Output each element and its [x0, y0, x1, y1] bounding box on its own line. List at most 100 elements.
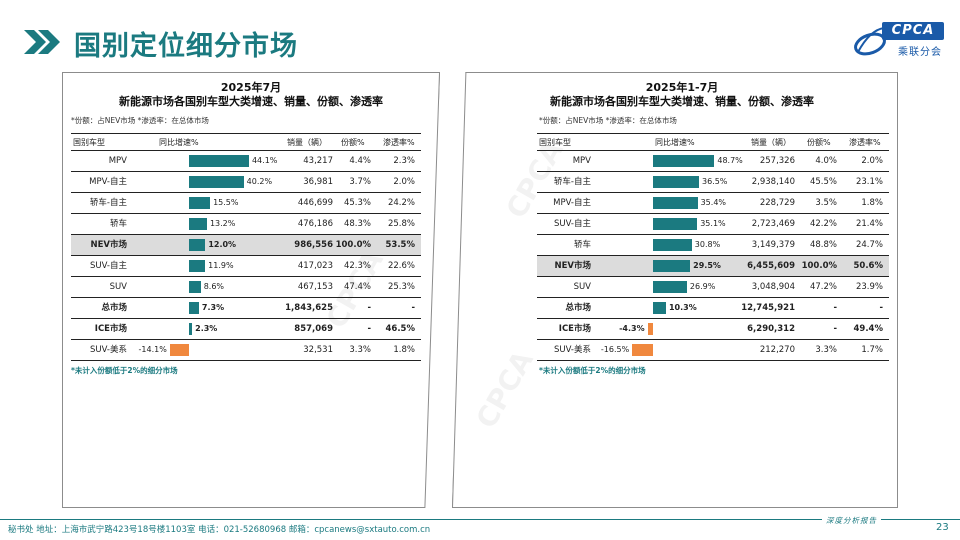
right-table-title: 新能源市场各国别车型大类增速、销量、份额、渗透率 [550, 95, 814, 108]
share-value: 3.3% [815, 345, 837, 355]
page-title: 国别定位细分市场 [74, 31, 298, 62]
table-row: 总市场 10.3% 12,745,921 - - [537, 298, 889, 319]
volume-value: 12,745,921 [741, 303, 795, 313]
growth-bar [189, 302, 199, 314]
header-segment: 国别车型 [539, 138, 571, 147]
right-table-panel: 2025年1-7月 新能源市场各国别车型大类增速、销量、份额、渗透率 *份额：占… [452, 72, 898, 508]
penetration-value: 25.8% [387, 219, 415, 229]
penetration-value: 2.3% [393, 156, 415, 166]
growth-label: 36.5% [701, 177, 728, 186]
penetration-value: 1.8% [393, 345, 415, 355]
growth-label: 2.3% [195, 324, 218, 333]
segment-name: MPV-自主 [553, 198, 591, 208]
volume-value: 257,326 [759, 156, 795, 166]
segment-name: NEV市场 [90, 240, 128, 250]
penetration-value: 50.6% [853, 261, 884, 271]
growth-bar [653, 197, 698, 209]
header-share: 份额% [341, 138, 365, 147]
segment-name: SUV-自主 [89, 261, 127, 271]
table-row: 总市场 7.3% 1,843,625 - - [71, 298, 421, 319]
share-value: 3.7% [349, 177, 371, 187]
growth-label: 26.9% [689, 282, 716, 291]
volume-value: 986,556 [294, 240, 333, 250]
volume-value: 857,069 [294, 324, 333, 334]
growth-bar [189, 176, 244, 188]
share-value: - [367, 303, 371, 313]
volume-value: 3,149,379 [751, 240, 795, 250]
share-value: - [833, 324, 837, 334]
growth-bar [189, 323, 193, 335]
segment-name: MPV [108, 156, 127, 166]
growth-bar [653, 260, 691, 272]
right-table-header: 国别车型 同比增速% 销量（辆） 份额% 渗透率% [537, 133, 889, 151]
volume-value: 3,048,904 [751, 282, 795, 292]
table-row: MPV 44.1% 43,217 4.4% 2.3% [71, 151, 421, 172]
growth-label: 7.3% [201, 303, 225, 312]
left-table-panel: 2025年7月 新能源市场各国别车型大类增速、销量、份额、渗透率 *份额：占NE… [62, 72, 440, 508]
table-row: ICE市场 -4.3% 6,290,312 - 49.4% [537, 319, 889, 340]
segment-name: 轿车 [109, 219, 127, 229]
growth-label: 30.8% [694, 240, 721, 249]
volume-value: 43,217 [303, 156, 333, 166]
right-table-footnote: *未计入份额低于2%的细分市场 [539, 366, 646, 375]
segment-name: 轿车-自主 [553, 177, 591, 187]
volume-value: 212,270 [759, 345, 795, 355]
volume-value: 1,843,625 [285, 303, 333, 313]
left-table-header: 国别车型 同比增速% 销量（辆） 份额% 渗透率% [71, 133, 421, 151]
volume-value: 6,290,312 [747, 324, 795, 334]
header-growth: 同比增速% [655, 138, 695, 147]
segment-name: SUV-自主 [553, 219, 591, 229]
growth-label: 48.7% [717, 156, 743, 165]
growth-label: 13.2% [209, 219, 236, 228]
segment-name: 轿车 [573, 240, 591, 250]
growth-bar [647, 323, 653, 335]
table-row: SUV-自主 11.9% 417,023 42.3% 22.6% [71, 256, 421, 277]
logo-brand: CPCA [882, 22, 944, 40]
growth-label: 12.0% [208, 240, 237, 249]
header-share: 份额% [807, 138, 831, 147]
table-row: 轿车-自主 15.5% 446,699 45.3% 24.2% [71, 193, 421, 214]
page-number: 23 [936, 522, 949, 533]
header-growth: 同比增速% [159, 138, 199, 147]
growth-bar [653, 302, 666, 314]
growth-bar [632, 344, 653, 356]
growth-label: 8.6% [203, 282, 225, 291]
penetration-value: 1.8% [861, 198, 883, 208]
penetration-value: 23.9% [855, 282, 883, 292]
growth-bar [189, 155, 249, 167]
share-value: 48.3% [343, 219, 371, 229]
volume-value: 446,699 [297, 198, 333, 208]
segment-name: ICE市场 [94, 324, 127, 334]
share-value: 4.4% [349, 156, 371, 166]
growth-label: 35.1% [700, 219, 726, 228]
penetration-value: 49.4% [853, 324, 884, 334]
header-penetration: 渗透率% [383, 138, 415, 147]
left-table-title: 新能源市场各国别车型大类增速、销量、份额、渗透率 [119, 95, 383, 108]
share-value: 4.0% [815, 156, 837, 166]
share-value: - [367, 324, 371, 334]
header-penetration: 渗透率% [849, 138, 881, 147]
volume-value: 2,723,469 [751, 219, 795, 229]
share-value: 100.0% [335, 240, 371, 250]
growth-bar [189, 197, 211, 209]
growth-bar [653, 155, 715, 167]
table-row: SUV-美系 -16.5% 212,270 3.3% 1.7% [537, 340, 889, 361]
table-row: 轿车 13.2% 476,186 48.3% 25.8% [71, 214, 421, 235]
growth-label: 10.3% [668, 303, 697, 312]
chevron-right-icon [24, 30, 60, 54]
left-table-footnote: *未计入份额低于2%的细分市场 [71, 366, 178, 375]
growth-bar [189, 218, 207, 230]
growth-label: 11.9% [208, 261, 234, 270]
table-row: SUV-美系 -14.1% 32,531 3.3% 1.8% [71, 340, 421, 361]
growth-bar [653, 218, 698, 230]
table-row: 轿车 30.8% 3,149,379 48.8% 24.7% [537, 235, 889, 256]
segment-name: MPV [572, 156, 591, 166]
segment-name: SUV-美系 [553, 345, 591, 355]
penetration-value: - [411, 303, 415, 313]
segment-name: SUV-美系 [89, 345, 127, 355]
right-table-note: *份额：占NEV市场 *渗透率：在总体市场 [539, 116, 677, 125]
segment-name: NEV市场 [554, 261, 592, 271]
table-row: SUV 26.9% 3,048,904 47.2% 23.9% [537, 277, 889, 298]
growth-bar [189, 239, 206, 251]
penetration-value: 22.6% [387, 261, 415, 271]
